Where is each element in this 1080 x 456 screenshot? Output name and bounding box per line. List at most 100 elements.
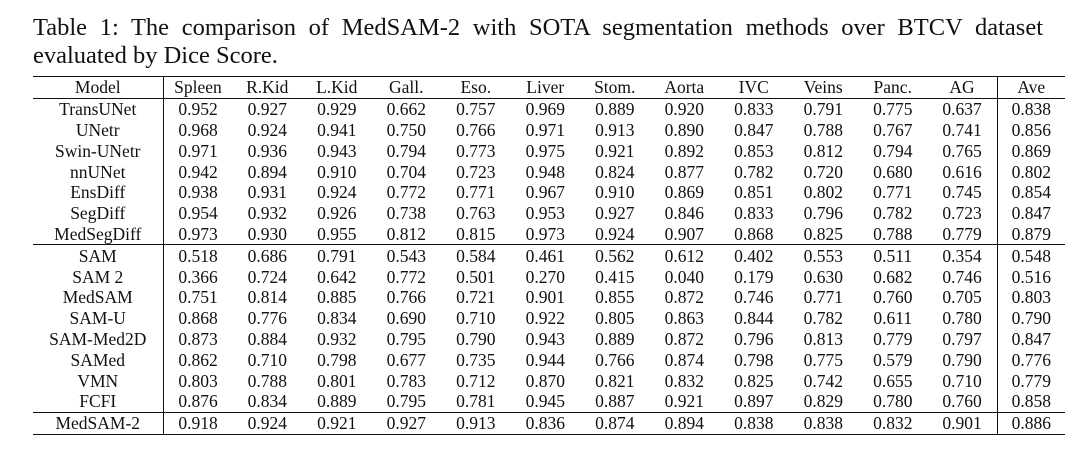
score-cell: 0.847 bbox=[734, 119, 774, 140]
score-cell: 0.847 bbox=[996, 328, 1065, 350]
column-header: Spleen bbox=[174, 77, 222, 98]
score-cell: 0.690 bbox=[386, 308, 426, 329]
score-cell: 0.501 bbox=[456, 266, 496, 287]
model-name-cell: TransUNet bbox=[33, 98, 164, 120]
score-cell: 0.040 bbox=[664, 266, 704, 287]
score-cell: 0.971 bbox=[525, 119, 565, 140]
score-cell: 0.821 bbox=[595, 370, 635, 391]
score-cell: 0.783 bbox=[386, 370, 426, 391]
score-cell: 0.782 bbox=[873, 203, 913, 224]
score-cell: 0.798 bbox=[734, 349, 774, 370]
column-header: Ave bbox=[996, 76, 1065, 99]
column-header: Gall. bbox=[388, 77, 424, 98]
score-cell: 0.782 bbox=[734, 161, 774, 182]
score-cell: 0.930 bbox=[232, 223, 302, 246]
score-cell: 0.832 bbox=[664, 370, 704, 391]
score-cell: 0.892 bbox=[664, 140, 704, 161]
score-cell: 0.954 bbox=[178, 203, 218, 224]
score-cell: 0.742 bbox=[803, 370, 843, 391]
score-cell: 0.712 bbox=[456, 370, 496, 391]
column-header: Stom. bbox=[594, 77, 636, 98]
score-cell: 0.833 bbox=[734, 203, 774, 224]
score-cell: 0.760 bbox=[942, 391, 982, 412]
score-cell: 0.750 bbox=[386, 119, 426, 140]
score-cell: 0.929 bbox=[317, 99, 357, 120]
score-cell: 0.967 bbox=[525, 182, 565, 203]
column-header: Liver bbox=[526, 77, 565, 98]
table-header: Model Spleen R.Kid L.Kid Gall. Eso. Liver Stom.… bbox=[33, 76, 1065, 99]
score-cell: 0.886 bbox=[996, 411, 1065, 435]
score-cell: 0.741 bbox=[942, 119, 982, 140]
score-cell: 0.838 bbox=[719, 411, 789, 435]
score-cell: 0.757 bbox=[456, 99, 496, 120]
score-cell: 0.766 bbox=[386, 287, 426, 308]
score-cell: 0.833 bbox=[734, 99, 774, 120]
score-cell: 0.746 bbox=[942, 266, 982, 287]
score-cell: 0.553 bbox=[803, 245, 843, 266]
score-cell: 0.874 bbox=[664, 349, 704, 370]
score-cell: 0.751 bbox=[178, 287, 218, 308]
score-cell: 0.775 bbox=[803, 349, 843, 370]
score-cell: 0.803 bbox=[178, 370, 218, 391]
score-cell: 0.655 bbox=[873, 370, 913, 391]
score-cell: 0.795 bbox=[386, 328, 426, 349]
score-cell: 0.870 bbox=[525, 370, 565, 391]
score-cell: 0.927 bbox=[595, 203, 635, 224]
table-row: FCFI 0.876 0.834 0.889 0.795 0.781 0.945 0.887 0… bbox=[33, 390, 1065, 413]
score-cell: 0.760 bbox=[873, 287, 913, 308]
score-cell: 0.825 bbox=[788, 223, 858, 246]
score-cell: 0.682 bbox=[873, 266, 913, 287]
caption-line-1: Table 1: The comparison of MedSAM-2 with… bbox=[33, 14, 1043, 41]
score-cell: 0.890 bbox=[664, 119, 704, 140]
score-cell: 0.766 bbox=[456, 119, 496, 140]
score-cell: 0.766 bbox=[595, 349, 635, 370]
score-cell: 0.872 bbox=[664, 328, 704, 349]
score-cell: 0.780 bbox=[942, 308, 982, 329]
score-cell: 0.897 bbox=[734, 391, 774, 412]
score-cell: 0.927 bbox=[247, 99, 287, 120]
score-cell: 0.931 bbox=[247, 182, 287, 203]
score-cell: 0.680 bbox=[873, 161, 913, 182]
score-cell: 0.704 bbox=[386, 161, 426, 182]
table-row: EnsDiff 0.938 0.931 0.924 0.772 0.771 0.967 0.9… bbox=[33, 181, 1065, 203]
score-cell: 0.829 bbox=[803, 391, 843, 412]
score-cell: 0.710 bbox=[247, 349, 287, 370]
model-name-cell: FCFI bbox=[33, 390, 164, 413]
score-cell: 0.776 bbox=[247, 308, 287, 329]
score-cell: 0.511 bbox=[873, 245, 913, 266]
score-cell: 0.887 bbox=[595, 391, 635, 412]
score-cell: 0.948 bbox=[525, 161, 565, 182]
score-cell: 0.779 bbox=[927, 223, 997, 246]
score-cell: 0.642 bbox=[317, 266, 357, 287]
score-cell: 0.461 bbox=[525, 245, 565, 266]
score-cell: 0.858 bbox=[996, 390, 1065, 413]
score-cell: 0.834 bbox=[317, 308, 357, 329]
score-cell: 0.796 bbox=[734, 328, 774, 349]
score-cell: 0.913 bbox=[595, 119, 635, 140]
score-cell: 0.791 bbox=[317, 245, 357, 266]
column-header: Aorta bbox=[664, 77, 705, 98]
column-header: Panc. bbox=[873, 77, 912, 98]
score-cell: 0.779 bbox=[873, 328, 913, 349]
score-cell: 0.851 bbox=[734, 182, 774, 203]
model-name-cell: SAM-U bbox=[33, 307, 164, 329]
model-name-cell: EnsDiff bbox=[33, 181, 164, 203]
score-cell: 0.763 bbox=[456, 203, 496, 224]
score-cell: 0.924 bbox=[317, 182, 357, 203]
column-header: Model bbox=[33, 76, 164, 99]
model-name-cell: SAM bbox=[33, 244, 164, 267]
score-cell: 0.927 bbox=[371, 411, 441, 435]
score-cell: 0.790 bbox=[996, 307, 1065, 329]
score-cell: 0.801 bbox=[317, 370, 357, 391]
score-cell: 0.921 bbox=[664, 391, 704, 412]
score-cell: 0.932 bbox=[247, 203, 287, 224]
score-cell: 0.834 bbox=[247, 391, 287, 412]
score-cell: 0.943 bbox=[525, 328, 565, 349]
score-cell: 0.936 bbox=[247, 140, 287, 161]
score-cell: 0.616 bbox=[942, 161, 982, 182]
score-cell: 0.973 bbox=[163, 223, 233, 246]
score-cell: 0.910 bbox=[595, 182, 635, 203]
score-cell: 0.921 bbox=[302, 411, 372, 435]
score-cell: 0.721 bbox=[456, 287, 496, 308]
score-cell: 0.812 bbox=[371, 223, 441, 246]
